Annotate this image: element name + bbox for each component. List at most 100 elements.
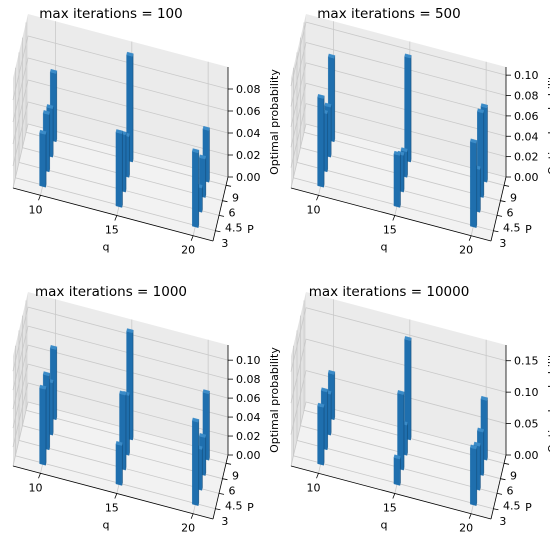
- p-tick-label: 3: [221, 515, 228, 528]
- subplot-2: 10 15 20 q 3 4.56 9 P 0.00 0.02 0.04 0.06 0.08 0.10 Op…: [290, 6, 550, 257]
- bar-top-face: [404, 53, 412, 59]
- q-tick-mark: [316, 473, 319, 479]
- q-tick-mark: [392, 215, 396, 221]
- p-tick-mark: [493, 230, 499, 233]
- q-tick-label: 10: [28, 203, 42, 216]
- q-axis-label: q: [381, 241, 388, 254]
- p-axis-label: P: [247, 223, 254, 236]
- p-axis-line: [212, 454, 229, 520]
- p-tick-label: 6: [228, 485, 235, 498]
- q-tick-label: 10: [28, 481, 42, 494]
- bar-top-face: [320, 387, 328, 393]
- q-tick-label: 10: [306, 481, 320, 494]
- grid-z-0.02: [290, 103, 507, 168]
- bar-top-face: [199, 154, 207, 160]
- bar-top-face: [42, 110, 50, 115]
- p-tick-label: 9: [232, 191, 239, 204]
- q-axis-label: q: [103, 241, 110, 254]
- q-tick-mark: [316, 195, 319, 201]
- subplot-1: 10 15 20 q 3 4.56 9 P 0.00 0.02 0.04 0.06 0.08 Optima…: [12, 6, 281, 257]
- grid-z-0.00: [12, 123, 229, 189]
- bar-q10-p3: [317, 94, 325, 188]
- grid-z-0.00: [290, 123, 507, 189]
- bar-top-face: [42, 371, 50, 377]
- p-tick-label: 3: [221, 237, 228, 250]
- bar-top-face: [46, 104, 54, 109]
- bar-front-face: [404, 56, 411, 163]
- p-tick-mark: [222, 200, 228, 203]
- q-tick-label: 10: [306, 203, 320, 216]
- subplot-4: 10 15 20 q 3 4.56 9 P 0.00 0.05 0.10 0.15 Optimal pr…: [290, 284, 550, 535]
- q-tick-mark: [190, 513, 194, 519]
- bar-top-face: [473, 441, 481, 447]
- z-tick-label: 0.06: [514, 110, 539, 123]
- bar-q10-p3: [39, 384, 47, 466]
- q-axis-line: [290, 465, 492, 520]
- bar-front-face: [115, 443, 123, 486]
- bar-q20-p9: [202, 125, 210, 183]
- p-axis-line: [490, 454, 507, 520]
- p-axis-label: P: [525, 223, 532, 236]
- bar-top-face: [126, 328, 134, 334]
- p-tick-label: 9: [232, 469, 239, 482]
- z-axis-label: Optimal probability: [268, 347, 281, 453]
- grid-z-0.10: [290, 338, 507, 404]
- bar-front-face: [39, 132, 46, 188]
- z-tick-label: 0.04: [236, 411, 261, 424]
- q-tick-mark: [468, 513, 472, 519]
- z-tick-label: 0.00: [514, 171, 539, 184]
- subplot-title: max iterations = 10000: [309, 284, 470, 300]
- bar-q15-p9: [404, 336, 412, 441]
- bar-q15-p9: [404, 53, 412, 163]
- p-axis-label: P: [525, 501, 532, 514]
- bar-front-face: [317, 96, 324, 188]
- bar-top-face: [328, 53, 336, 59]
- p-tick-mark: [496, 215, 503, 217]
- z-tick-label: 0.00: [236, 449, 261, 462]
- bar-q20-p3: [470, 138, 478, 228]
- bar-q20-p3: [192, 148, 200, 228]
- q-axis-label: q: [103, 519, 110, 532]
- q-axis-line: [12, 465, 214, 520]
- bar-q20-p3: [470, 444, 478, 506]
- p-tick-mark: [215, 508, 221, 511]
- z-tick-label: 0.04: [514, 130, 539, 143]
- p-axis-label: P: [247, 501, 254, 514]
- p-tick-label: 4.5: [503, 221, 521, 234]
- bar-front-face: [115, 132, 123, 208]
- bar-front-face: [470, 447, 477, 506]
- bar-q15-p4.5: [397, 390, 405, 471]
- bar-top-face: [119, 390, 127, 396]
- bar-top-face: [477, 427, 485, 433]
- bar-top-face: [400, 147, 408, 153]
- bar-q15-p3: [115, 129, 123, 208]
- grid-z-0.08: [12, 35, 229, 101]
- z-axis-label: Optimal probability: [546, 347, 550, 453]
- subplot-title: max iterations = 1000: [35, 284, 187, 300]
- z-tick-label: 0.06: [236, 105, 261, 118]
- q-tick-label: 20: [181, 522, 195, 535]
- bar-q15-p3: [393, 454, 401, 486]
- p-tick-mark: [500, 478, 506, 481]
- q-tick-label: 15: [105, 224, 119, 237]
- z-tick-label: 0.10: [236, 354, 261, 367]
- p-tick-label: 4.5: [503, 499, 521, 512]
- z-tick-label: 0.08: [236, 373, 261, 386]
- bar-top-face: [393, 150, 401, 156]
- grid-z-0.08: [290, 42, 507, 107]
- q-tick-mark: [114, 215, 118, 221]
- z-tick-label: 0.00: [236, 171, 261, 184]
- q-tick-mark: [38, 195, 41, 201]
- p-tick-label: 4.5: [225, 499, 243, 512]
- q-tick-label: 20: [459, 244, 473, 257]
- z-tick-label: 0.08: [514, 90, 539, 103]
- grid-z-0.06: [12, 57, 229, 123]
- q-tick-label: 15: [383, 502, 397, 515]
- p-tick-label: 3: [499, 237, 506, 250]
- grid-z-0.00: [12, 401, 229, 467]
- bar-top-face: [470, 138, 478, 144]
- grid-z-0.08: [12, 325, 229, 391]
- q-tick-mark: [190, 235, 194, 241]
- bar-top-face: [192, 148, 200, 154]
- q-tick-label: 20: [181, 244, 195, 257]
